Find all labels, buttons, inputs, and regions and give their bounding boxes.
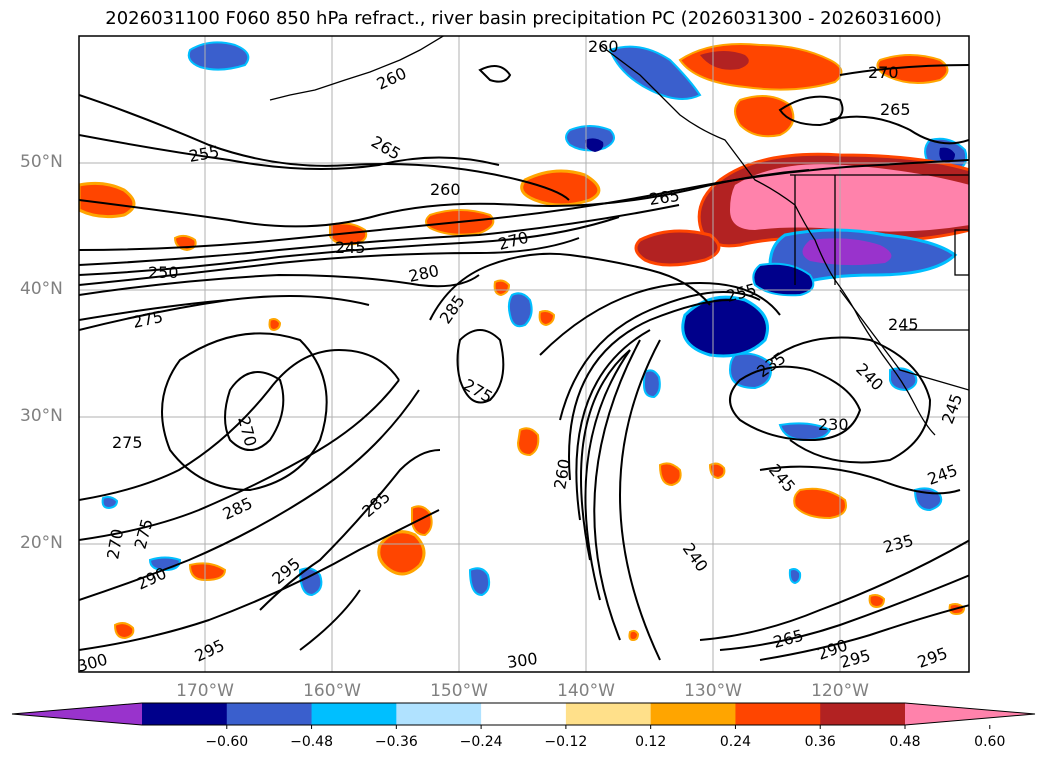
colorbar-tick-label: −0.36 [374, 734, 418, 750]
colorbar-segment [142, 703, 228, 725]
graticule [79, 36, 969, 672]
map-title: 2026031100 F060 850 hPa refract., river … [105, 8, 942, 29]
contour-label: 245 [888, 315, 919, 334]
precipitation-shading [79, 41, 969, 642]
contour-label: 230 [818, 415, 849, 434]
refractivity-contours [79, 64, 969, 661]
lon-label-150w: 150°W [430, 681, 488, 701]
colorbar-segment [481, 703, 567, 725]
colorbar-extend-high [905, 703, 1035, 725]
colorbar-tick-label: −0.12 [544, 734, 588, 750]
colorbar-tick-label: −0.24 [459, 734, 503, 750]
lon-label-120w: 120°W [811, 681, 869, 701]
colorbar-segment [311, 703, 397, 725]
colorbar-segment [396, 703, 482, 725]
map-frame [78, 35, 970, 673]
colorbar-tick-label: −0.48 [290, 734, 333, 750]
colorbar-segment [565, 703, 652, 725]
colorbar-outline [11, 702, 1036, 726]
colorbar-tick-label: 0.60 [974, 734, 1006, 750]
lon-label-130w: 130°W [684, 681, 742, 701]
colorbar-extend-low [12, 703, 142, 725]
contour-label: 270 [868, 63, 899, 82]
colorbar-segment [650, 703, 736, 725]
contour-label: 300 [506, 649, 539, 672]
colorbar [11, 702, 1036, 729]
contour-label: 260 [588, 37, 619, 56]
contour-label: 260 [430, 180, 461, 199]
lon-label-160w: 160°W [303, 681, 361, 701]
colorbar-tick-label: 0.36 [804, 734, 836, 750]
lon-label-140w: 140°W [557, 681, 615, 701]
map-panel [79, 36, 969, 672]
colorbar-tick-label: 0.48 [889, 734, 921, 750]
contour-label: 265 [880, 100, 911, 119]
contour-label: 250 [148, 263, 179, 282]
colorbar-segment [226, 703, 313, 725]
lat-label-20n: 20°N [20, 533, 63, 553]
colorbar-tick-label: −0.60 [205, 734, 249, 750]
contour-label: 300 [75, 650, 109, 676]
colorbar-segment [820, 703, 906, 725]
colorbar-segment [735, 703, 821, 725]
colorbar-tick-label: 0.24 [719, 734, 752, 750]
lat-label-50n: 50°N [20, 152, 63, 172]
lon-label-170w: 170°W [176, 681, 234, 701]
lat-label-30n: 30°N [20, 406, 63, 426]
colorbar-tick-label: 0.12 [635, 734, 667, 750]
lat-label-40n: 40°N [20, 279, 63, 299]
coastline [269, 36, 969, 436]
contour-label: 275 [112, 433, 143, 452]
contour-label: 245 [335, 238, 366, 257]
contour-label: 265 [648, 186, 681, 209]
